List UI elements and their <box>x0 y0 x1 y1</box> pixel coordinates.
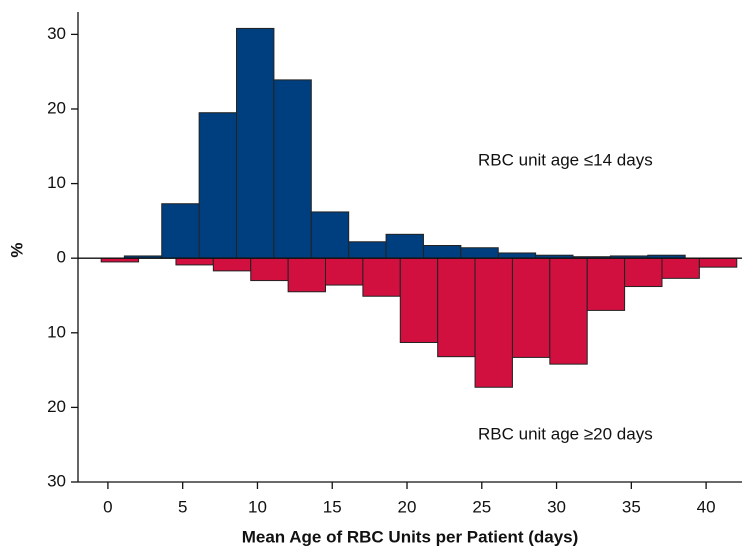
x-tick-label: 35 <box>622 497 641 516</box>
y-axis-label: % <box>7 242 26 257</box>
y-tick-label: 30 <box>47 24 66 43</box>
series-label: RBC unit age ≤14 days <box>478 150 653 169</box>
bar <box>474 257 513 388</box>
bar <box>161 203 200 259</box>
x-tick-label: 10 <box>248 497 267 516</box>
x-tick-label: 40 <box>697 497 716 516</box>
bar <box>273 79 312 259</box>
x-tick-label: 20 <box>398 497 417 516</box>
y-tick-label: 30 <box>47 471 66 490</box>
bar <box>236 27 275 259</box>
x-tick-label: 15 <box>323 497 342 516</box>
bar <box>325 257 364 286</box>
bar <box>511 257 551 358</box>
bar <box>212 257 252 272</box>
bar <box>586 257 626 311</box>
bar <box>348 241 387 259</box>
bar <box>624 257 663 288</box>
x-tick-label: 0 <box>103 497 112 516</box>
bar <box>698 257 738 268</box>
bar <box>460 247 499 259</box>
bar <box>399 257 439 343</box>
x-tick-label: 30 <box>547 497 566 516</box>
bar <box>385 233 424 259</box>
bar <box>310 211 350 259</box>
bar <box>549 257 588 365</box>
bar <box>422 245 462 259</box>
bar <box>362 257 401 297</box>
y-tick-label: 20 <box>47 98 66 117</box>
bar <box>250 257 289 282</box>
y-tick-label: 20 <box>47 397 66 416</box>
bar <box>198 112 238 259</box>
bar <box>175 257 214 266</box>
x-tick-label: 25 <box>472 497 491 516</box>
y-tick-label: 10 <box>47 173 66 192</box>
x-axis-label: Mean Age of RBC Units per Patient (days) <box>242 527 579 546</box>
bar <box>287 257 327 293</box>
bar <box>661 257 700 279</box>
series-label: RBC unit age ≥20 days <box>478 424 653 443</box>
x-tick-label: 5 <box>178 497 187 516</box>
bar <box>497 252 537 259</box>
y-tick-label: 0 <box>57 248 66 267</box>
y-tick-label: 10 <box>47 322 66 341</box>
bar <box>437 257 476 358</box>
